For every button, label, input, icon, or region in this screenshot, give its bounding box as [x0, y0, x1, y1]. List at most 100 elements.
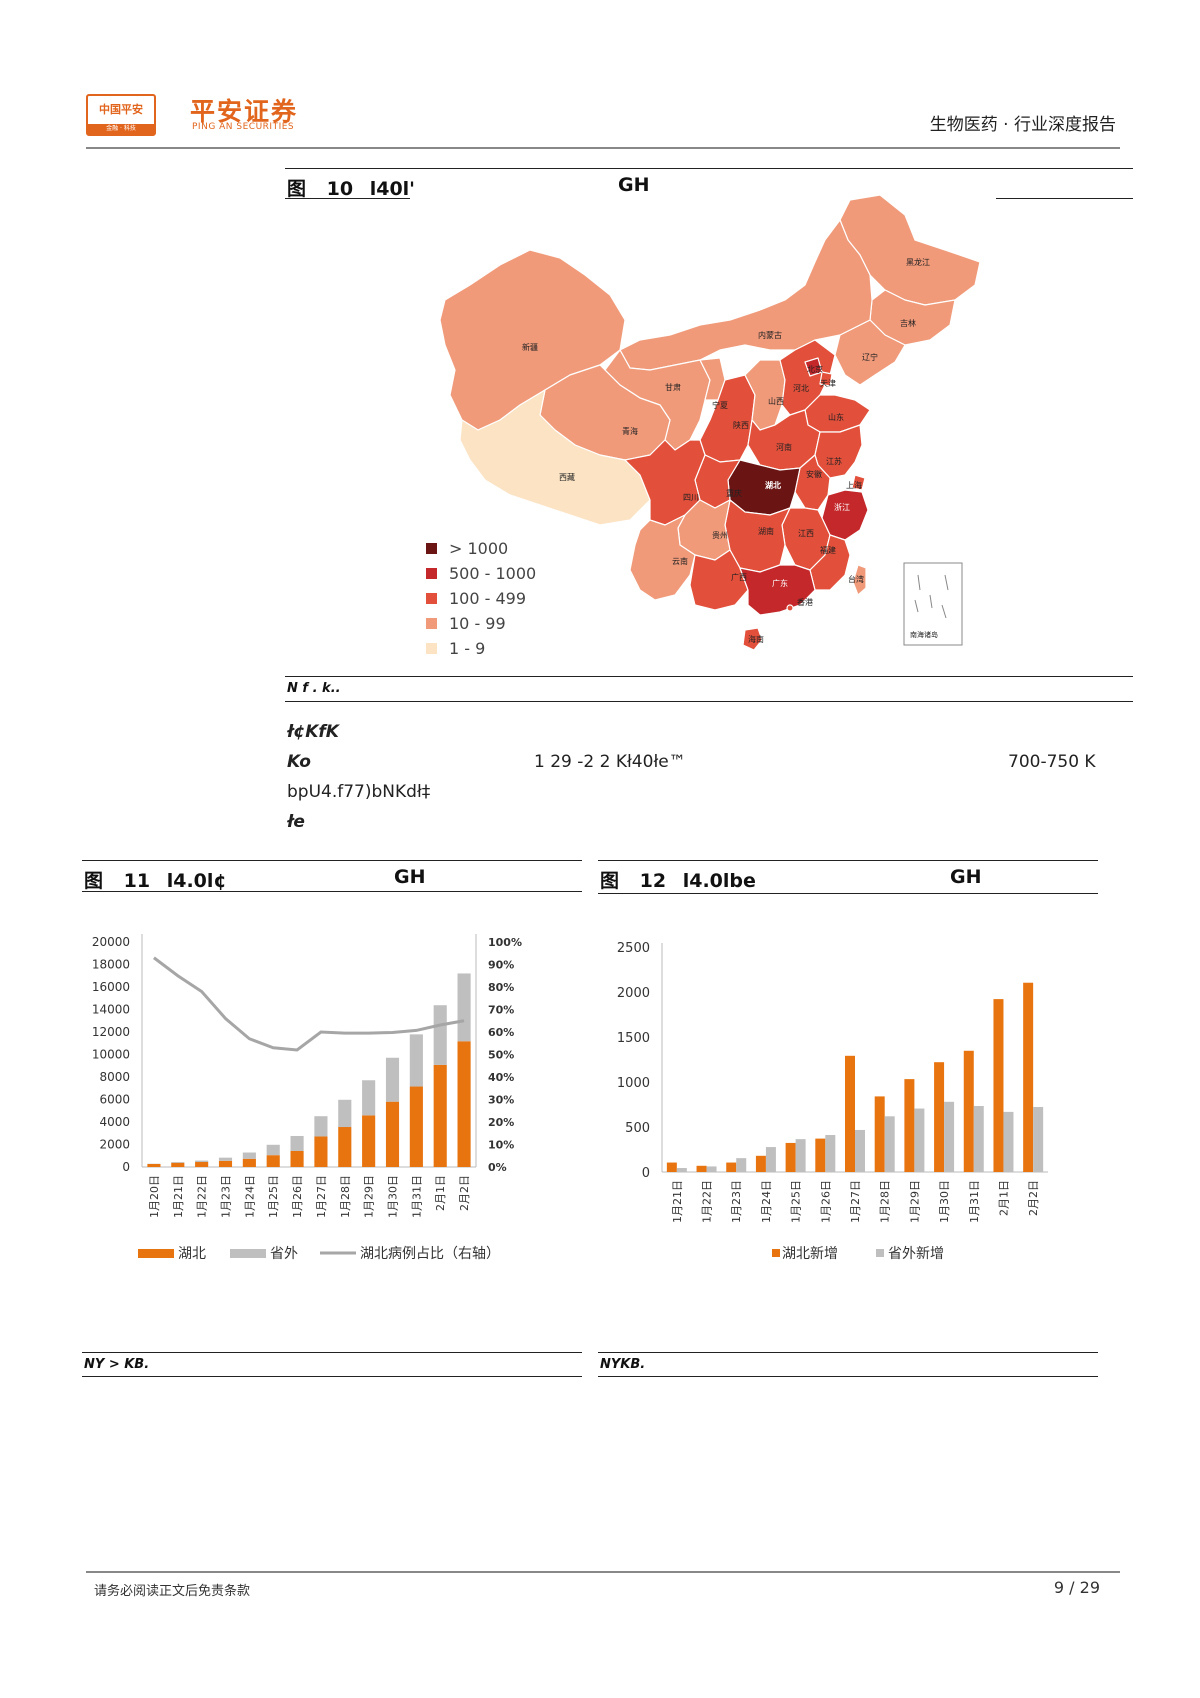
x-tick-label: 1月23日 — [730, 1180, 743, 1223]
y-tick-label: 20000 — [92, 935, 130, 949]
fig11-source: NY > KB. — [84, 1357, 150, 1372]
legend-swatch-outside — [230, 1249, 266, 1258]
legend-swatch — [426, 643, 437, 654]
fig10-label: 图 — [287, 178, 307, 200]
x-tick-label: 1月31日 — [968, 1180, 981, 1223]
bar-hubei-new — [845, 1055, 855, 1172]
legend-swatch — [426, 593, 437, 604]
x-tick-label: 1月22日 — [196, 1175, 209, 1218]
legend-swatch — [426, 618, 437, 629]
bar-hubei — [171, 1162, 185, 1167]
y-tick-label: 10000 — [92, 1048, 130, 1062]
fig11-source-top-rule — [82, 1352, 582, 1353]
fig10-title-fragment: l40l' — [369, 178, 416, 200]
fig10-title-underline-right — [996, 198, 1133, 199]
bar-outside-new — [884, 1116, 895, 1172]
fig11-title-suffix: GH — [394, 866, 426, 888]
fig12-source-top-rule — [598, 1352, 1098, 1353]
nanhai-dashline — [914, 574, 949, 619]
fig11-chart: 2000018000160001400012000100008000600040… — [92, 934, 522, 1262]
x-tick-label: 1月20日 — [148, 1175, 161, 1218]
map-region-hainan — [742, 627, 763, 651]
legend-swatch-hubei-new — [772, 1249, 780, 1257]
fig10-top-rule — [285, 168, 1133, 169]
bar-outside — [385, 1057, 400, 1102]
x-tick-label: 1月26日 — [291, 1175, 304, 1218]
y2-tick-label: 80% — [488, 981, 514, 994]
map-legend-item: > 1000 — [426, 536, 536, 561]
bar-outside — [409, 1034, 423, 1087]
legend-swatch — [426, 568, 437, 579]
bar-outside — [457, 973, 471, 1042]
fig12-title-rule — [598, 893, 1098, 894]
bar-outside-new — [855, 1129, 865, 1172]
map-region-shaanxi — [699, 374, 756, 463]
map-region-xianggang — [786, 604, 794, 612]
y2-tick-label: 60% — [488, 1026, 514, 1039]
bar-outside-new — [736, 1158, 747, 1172]
line-hubei-share — [153, 956, 465, 1052]
fig12-title-fragment: l4.0lbe — [682, 870, 756, 892]
y-tick-label: 6000 — [99, 1093, 130, 1107]
bar-hubei — [338, 1127, 352, 1167]
map-region-liaoning — [834, 319, 906, 386]
logo-subtext: 金融 · 科技 — [88, 124, 154, 134]
map-region-tianjin — [819, 371, 833, 387]
map-legend-item: 10 - 99 — [426, 611, 536, 636]
fig12-source: NYKB. — [600, 1357, 646, 1372]
y-tick-label: 2500 — [617, 941, 650, 956]
legend-swatch-outside-new — [876, 1249, 884, 1257]
bar-outside-new — [1003, 1111, 1014, 1172]
y2-tick-label: 70% — [488, 1004, 514, 1017]
x-tick-label: 1月30日 — [938, 1180, 951, 1223]
fig11-source-bottom-rule — [82, 1376, 582, 1377]
legend-swatch — [426, 543, 437, 554]
legend-label: 1 - 9 — [449, 639, 486, 658]
bar-hubei-new — [934, 1062, 945, 1172]
bar-hubei — [242, 1158, 256, 1167]
y-tick-label: 8000 — [99, 1070, 130, 1084]
bar-outside — [266, 1144, 280, 1156]
bar-outside — [314, 1116, 328, 1137]
x-tick-label: 1月25日 — [267, 1175, 280, 1218]
fig11-label: 图 — [84, 870, 104, 892]
bar-outside — [362, 1080, 376, 1116]
y2-tick-label: 20% — [488, 1116, 514, 1129]
legend-label-outside: 省外 — [270, 1246, 298, 1262]
legend-label: 100 - 499 — [449, 589, 527, 608]
x-tick-label: 1月31日 — [410, 1175, 423, 1218]
bar-hubei-new — [726, 1162, 737, 1172]
bar-outside-new — [676, 1168, 687, 1172]
y2-tick-label: 0% — [488, 1161, 507, 1174]
footer-disclaimer: 请务必阅读正文后免责条款 — [94, 1584, 251, 1599]
bar-hubei-new — [963, 1050, 974, 1172]
x-tick-label: 2月2日 — [1027, 1180, 1040, 1216]
fig12-number: 12 — [639, 870, 667, 892]
x-tick-label: 1月26日 — [819, 1180, 832, 1223]
bar-hubei-new — [785, 1142, 796, 1172]
bar-outside — [195, 1160, 209, 1163]
map-region-neimenggu — [619, 219, 873, 371]
x-tick-label: 1月25日 — [790, 1180, 803, 1223]
y2-tick-label: 10% — [488, 1139, 514, 1152]
bar-outside-new — [914, 1108, 925, 1172]
legend-label-hubei: 湖北 — [178, 1246, 206, 1262]
bar-hubei-new — [696, 1165, 707, 1172]
legend-label-hubei-new: 湖北新增 — [782, 1246, 838, 1262]
map-legend: > 1000 500 - 1000 100 - 499 10 - 99 1 - … — [426, 536, 536, 661]
y-tick-label: 16000 — [92, 980, 130, 994]
header-divider — [86, 147, 1120, 149]
x-tick-label: 1月28日 — [879, 1180, 892, 1223]
bar-hubei-new — [874, 1096, 885, 1172]
ping-an-logo: 中国平安 金融 · 科技 — [86, 94, 156, 136]
body-line-2a: Ko — [287, 752, 311, 772]
x-tick-label: 1月29日 — [363, 1175, 376, 1218]
y-tick-label: 2000 — [99, 1138, 130, 1152]
fig10-title: 图 10 l40l' — [287, 174, 415, 201]
fig10-source-bottom-rule — [285, 701, 1133, 702]
bar-hubei-new — [1023, 982, 1034, 1172]
fig11-title-fragment: l4.0l¢ — [166, 870, 227, 892]
y2-tick-label: 90% — [488, 959, 514, 972]
bar-hubei-new — [993, 999, 1004, 1172]
map-region-taiwan — [852, 564, 867, 596]
